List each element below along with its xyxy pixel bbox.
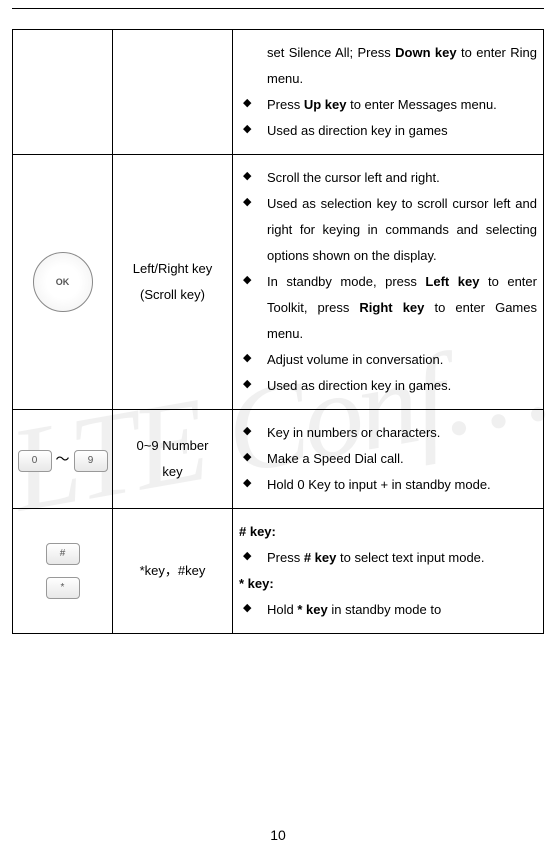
cell-desc-row1: Scroll the cursor left and right. Used a…	[233, 155, 544, 410]
bullet-item: In standby mode, press Left key to enter…	[261, 269, 537, 347]
bold-text: Right key	[359, 300, 424, 315]
bullet-item: Used as direction key in games.	[261, 373, 537, 399]
cell-name-lr: Left/Right key (Scroll key)	[113, 155, 233, 410]
table-row: set Silence All; Press Down key to enter…	[13, 30, 544, 155]
key-name: Left/Right key	[117, 256, 228, 282]
bullet-item: Key in numbers or characters.	[261, 420, 537, 446]
text: Scroll the cursor left and right.	[267, 170, 440, 185]
page-number: 10	[0, 827, 556, 843]
key-0-icon: 0	[18, 450, 52, 472]
text: Make a Speed Dial call.	[267, 451, 404, 466]
bold-text: Up key	[304, 97, 347, 112]
text: Press	[267, 97, 304, 112]
bullet-item: set Silence All; Press Down key to enter…	[261, 40, 537, 92]
dpad-ring: OK	[33, 252, 93, 312]
cell-name-hashstar: *key，#key	[113, 509, 233, 634]
bold-text: * key	[297, 602, 327, 617]
key-9-icon: 9	[74, 450, 108, 472]
text: Hold	[267, 602, 297, 617]
key-name-sub: key	[117, 459, 228, 485]
bullet-item: Hold * key in standby mode to	[261, 597, 537, 623]
bullet-item: Scroll the cursor left and right.	[261, 165, 537, 191]
table-row: 0～9 0~9 Number key Key in numbers or cha…	[13, 410, 544, 509]
text: Adjust volume in conversation.	[267, 352, 443, 367]
cell-icon-hashstar: # *	[13, 509, 113, 634]
bullet-item: Press Up key to enter Messages menu.	[261, 92, 537, 118]
bullet-item: Used as direction key in games	[261, 118, 537, 144]
hash-key-icon: #	[46, 543, 80, 565]
page-content: set Silence All; Press Down key to enter…	[0, 0, 556, 634]
text: Used as direction key in games	[267, 123, 448, 138]
text: to enter Messages menu.	[346, 97, 496, 112]
cell-icon-dpad: OK	[13, 155, 113, 410]
key-name: 0~9 Number	[117, 433, 228, 459]
cell-desc-row3: # key: Press # key to select text input …	[233, 509, 544, 634]
cell-icon-empty	[13, 30, 113, 155]
bullet-item: Used as selection key to scroll cursor l…	[261, 191, 537, 269]
table-row: OK Left/Right key (Scroll key) Scroll th…	[13, 155, 544, 410]
bullet-item: Adjust volume in conversation.	[261, 347, 537, 373]
text: to select text input mode.	[336, 550, 484, 565]
bullet-item: Press # key to select text input mode.	[261, 545, 537, 571]
star-key-icon: *	[46, 577, 80, 599]
top-rule	[12, 8, 544, 9]
key-table: set Silence All; Press Down key to enter…	[12, 29, 544, 634]
cell-name-num: 0~9 Number key	[113, 410, 233, 509]
text: Press	[267, 550, 304, 565]
cell-desc-row0: set Silence All; Press Down key to enter…	[233, 30, 544, 155]
cell-desc-row2: Key in numbers or characters. Make a Spe…	[233, 410, 544, 509]
text: In standby mode, press	[267, 274, 425, 289]
text: in standby mode to	[328, 602, 441, 617]
text: Key in numbers or characters.	[267, 425, 440, 440]
dpad-icon: OK	[33, 252, 93, 312]
bold-text: Down key	[395, 45, 456, 60]
key-name-sub: (Scroll key)	[117, 282, 228, 308]
bullet-item: Make a Speed Dial call.	[261, 446, 537, 472]
key-name: *key，#key	[117, 558, 228, 584]
bold-text: # key	[304, 550, 337, 565]
text: Hold 0 Key to input + in standby mode.	[267, 477, 491, 492]
bullet-item: Hold 0 Key to input + in standby mode.	[261, 472, 537, 498]
bold-text: Left key	[425, 274, 479, 289]
cell-icon-numkeys: 0～9	[13, 410, 113, 509]
hash-heading: # key:	[239, 519, 537, 545]
text: Used as selection key to scroll cursor l…	[267, 196, 537, 263]
tilde: ～	[56, 451, 70, 467]
text: Used as direction key in games.	[267, 378, 451, 393]
cell-name-empty	[113, 30, 233, 155]
table-row: # * *key，#key # key: Press # key to sele…	[13, 509, 544, 634]
star-heading: * key:	[239, 571, 537, 597]
text: set Silence All; Press	[267, 45, 395, 60]
